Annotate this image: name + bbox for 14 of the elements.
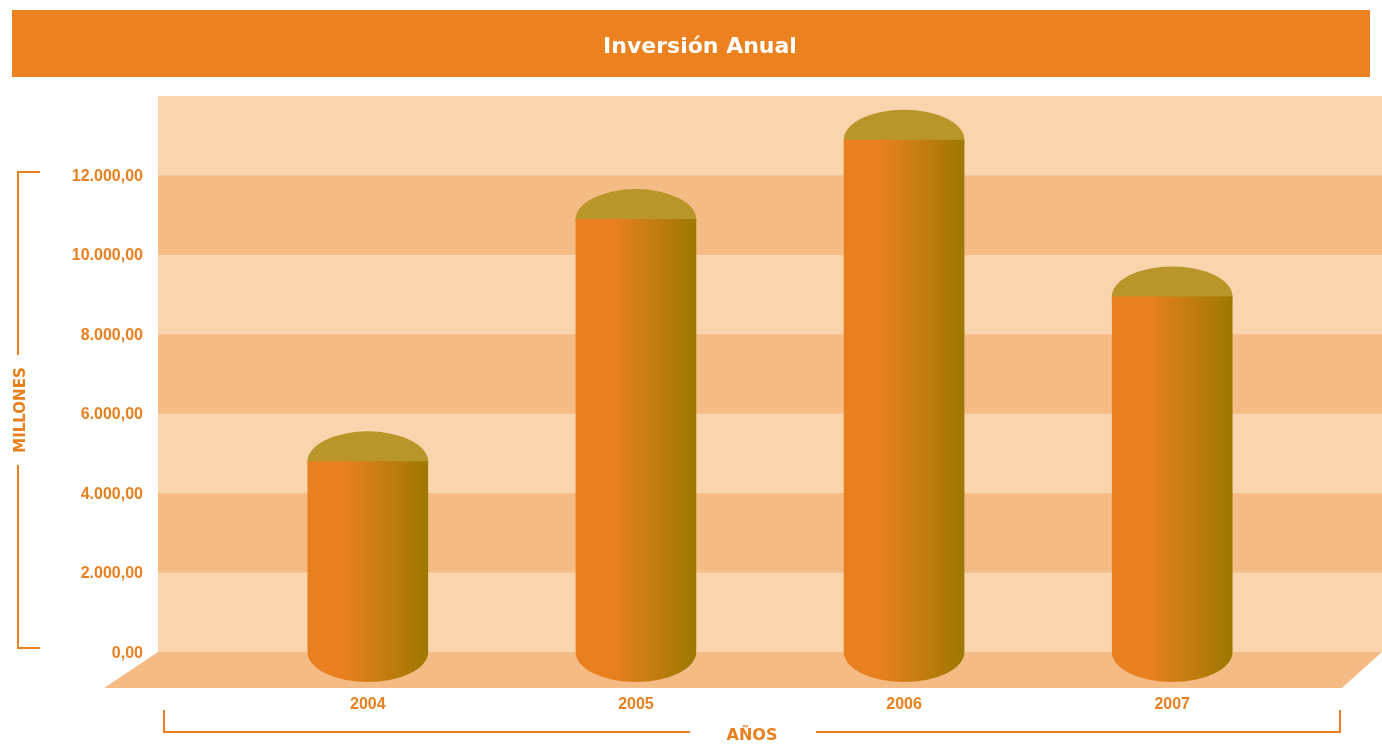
y-tick-label: 8.000,00: [80, 325, 144, 343]
y-tick-label: 12.000,00: [71, 167, 144, 185]
chart-title: Inversión Anual: [603, 33, 797, 58]
y-tick-label: 4.000,00: [80, 484, 144, 502]
y-tick-label: 10.000,00: [71, 246, 144, 264]
x-tick-label: 2006: [886, 695, 922, 712]
y-axis-title: MILLONES: [11, 367, 29, 453]
x-tick-label: 2005: [618, 695, 654, 712]
x-axis-title: AÑOS: [726, 725, 778, 744]
y-tick-label: 6.000,00: [80, 405, 144, 423]
y-tick-label: 0,00: [111, 643, 144, 661]
y-tick-label: 2.000,00: [80, 564, 144, 582]
x-tick-label: 2007: [1154, 695, 1191, 712]
x-tick-label: 2004: [350, 695, 386, 712]
